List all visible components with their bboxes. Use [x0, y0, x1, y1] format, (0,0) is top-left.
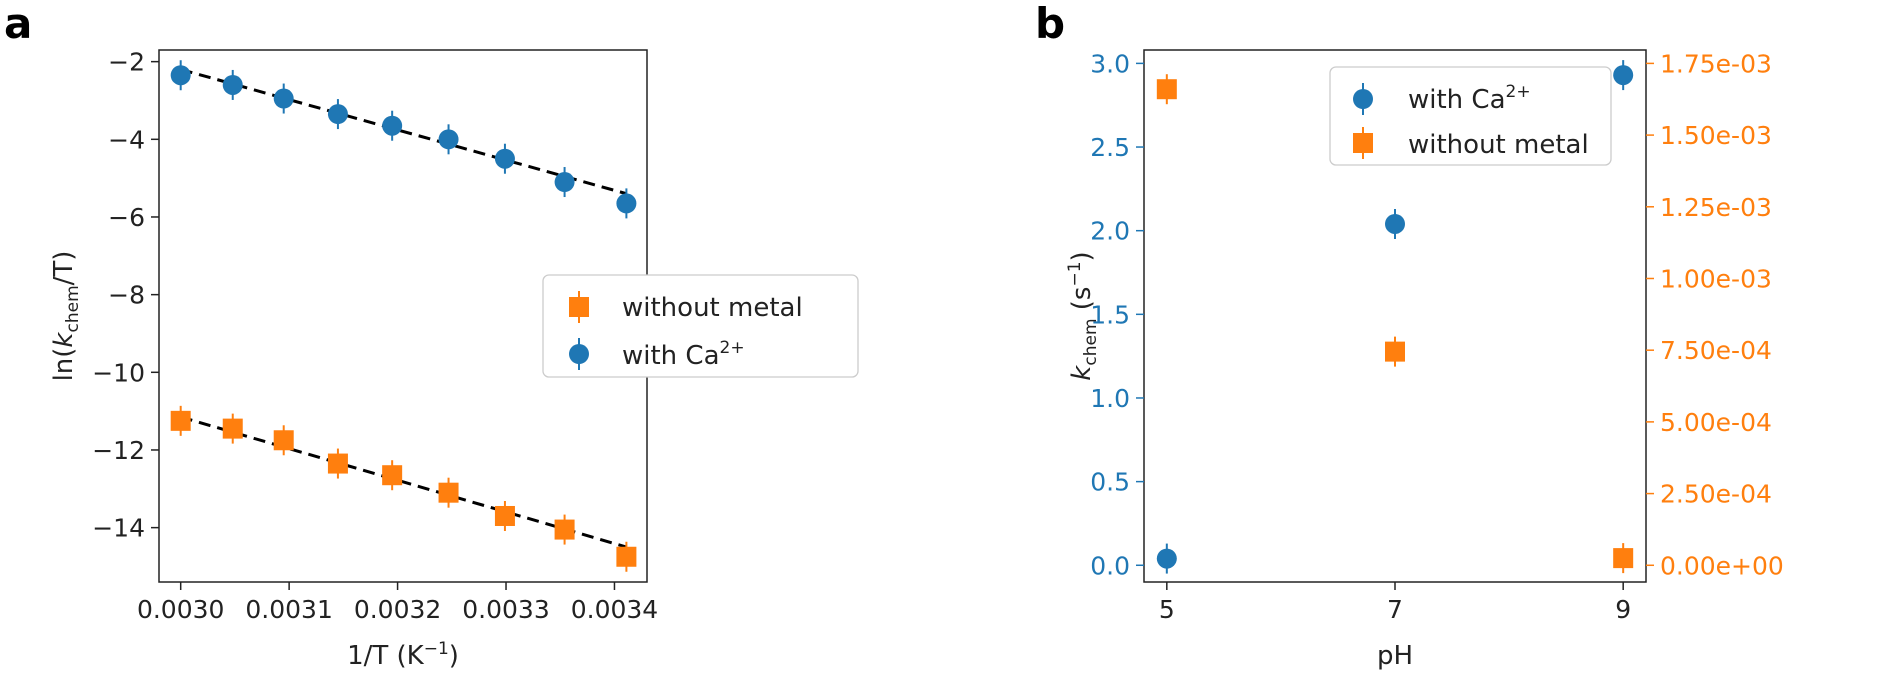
point-b-s1-0 [1156, 74, 1177, 105]
x-tick-label: 0.0030 [137, 595, 224, 624]
y-ticks-a: −14 −12 −10 −8 −6 −4 −2 [92, 48, 159, 543]
y-axis-label-a: ln(kchem/T) [49, 251, 83, 382]
y-right-tick-label: 1.25e-03 [1660, 193, 1772, 222]
point-a-s0-1 [222, 413, 243, 444]
legend-label-with-ca-b: with Ca2+ [1408, 82, 1531, 115]
point-a-s0-8 [616, 541, 637, 572]
x-ticks-b: 5 7 9 [1159, 582, 1631, 624]
x-axis-label-b: pH [1377, 641, 1413, 671]
legend-label-without-metal-b: without metal [1408, 130, 1589, 160]
legend-label-with-ca-a: with Ca2+ [622, 338, 745, 371]
y-ticks-right-b: 0.00e+00 2.50e-04 5.00e-04 7.50e-04 1.00e-03… [1646, 49, 1784, 580]
point-a-s1-5 [438, 124, 459, 155]
y-left-tick-label: 3.0 [1090, 49, 1130, 78]
point-a-s0-6 [494, 500, 515, 531]
panel-a: a 0.0030 0.0031 0.0032 0.0033 0.0034 −14−12−… [4, 0, 859, 671]
point-b-s1-1 [1385, 336, 1405, 367]
point-a-s1-4 [382, 110, 403, 141]
point-a-s0-4 [382, 460, 403, 491]
y-right-tick-label: 7.50e-04 [1660, 336, 1772, 365]
point-a-s0-5 [438, 477, 459, 508]
y-left-tick-label: 0.5 [1090, 468, 1130, 497]
x-tick-label: 0.0032 [354, 595, 441, 624]
point-a-s0-2 [273, 425, 294, 456]
legend-label-without-metal-a: without metal [622, 293, 803, 323]
x-tick-label: 0.0033 [462, 595, 549, 624]
legend-marker-with-ca-a [569, 338, 589, 370]
y-tick-label: −14 [92, 514, 145, 543]
x-tick-label: 0.0031 [245, 595, 332, 624]
x-tick-label: 9 [1615, 595, 1631, 624]
legend-marker-without-metal-b [1353, 127, 1373, 159]
point-a-s1-6 [494, 143, 515, 174]
y-tick-label: −4 [108, 125, 145, 154]
point-b-s0-2 [1613, 60, 1634, 91]
point-b-s1-2 [1613, 543, 1634, 574]
panel-letter-b: b [1035, 0, 1065, 48]
y-axis-label-b: kchem (s−1) [1065, 251, 1101, 380]
x-tick-label: 7 [1387, 595, 1403, 624]
y-tick-label: −8 [108, 281, 145, 310]
legend-b: with Ca2+ without metal [1329, 66, 1612, 166]
point-a-s0-3 [327, 448, 348, 479]
y-left-tick-label: 2.0 [1090, 217, 1130, 246]
y-right-tick-label: 1.75e-03 [1660, 49, 1772, 78]
point-a-s1-1 [222, 69, 243, 100]
y-left-tick-label: 1.0 [1090, 384, 1130, 413]
y-right-tick-label: 1.50e-03 [1660, 121, 1772, 150]
panel-letter-a: a [4, 0, 32, 48]
legend-box-b [1329, 66, 1612, 166]
legend-marker-with-ca-b [1353, 83, 1373, 115]
point-b-s0-1 [1385, 208, 1405, 239]
panel-b: b 5 7 9 0.0 0.5 1.0 1.5 2.0 2.5 3.0 0.00e+00 2.50… [1035, 0, 1784, 671]
y-right-tick-label: 5.00e-04 [1660, 408, 1772, 437]
y-right-tick-label: 0.00e+00 [1660, 551, 1784, 580]
point-a-s1-8 [616, 188, 637, 219]
y-tick-label: −2 [108, 48, 145, 77]
x-axis-label-a: 1/T (K−1) [347, 639, 459, 671]
legend-a: without metal with Ca2+ [542, 274, 859, 378]
y-left-tick-label: 1.5 [1090, 300, 1130, 329]
point-a-s1-3 [327, 99, 348, 130]
point-a-s1-2 [273, 83, 294, 114]
fit-line-0 [180, 415, 627, 549]
legend-marker-without-metal-a [569, 291, 589, 323]
x-ticks-a: 0.0030 0.0031 0.0032 0.0033 0.0034 [137, 582, 658, 624]
y-tick-label: −12 [92, 436, 145, 465]
data-points-a [170, 60, 637, 572]
fit-lines-a [180, 67, 627, 549]
y-left-tick-label: 2.5 [1090, 133, 1130, 162]
y-left-tick-label: 0.0 [1090, 551, 1130, 580]
point-a-s0-7 [554, 514, 575, 545]
point-a-s1-0 [170, 60, 191, 91]
point-b-s0-0 [1156, 543, 1177, 574]
y-right-tick-label: 1.00e-03 [1660, 264, 1772, 293]
x-tick-label: 0.0034 [571, 595, 658, 624]
fit-line-1 [180, 67, 627, 196]
y-tick-label: −6 [108, 203, 145, 232]
x-tick-label: 5 [1159, 595, 1175, 624]
y-right-tick-label: 2.50e-04 [1660, 480, 1772, 509]
data-points-b [1156, 60, 1634, 574]
y-ticks-left-b: 0.0 0.5 1.0 1.5 2.0 2.5 3.0 [1090, 49, 1144, 580]
legend-box-a [542, 274, 859, 378]
point-a-s1-7 [554, 167, 575, 198]
y-tick-label: −10 [92, 358, 145, 387]
point-a-s0-0 [170, 405, 191, 436]
